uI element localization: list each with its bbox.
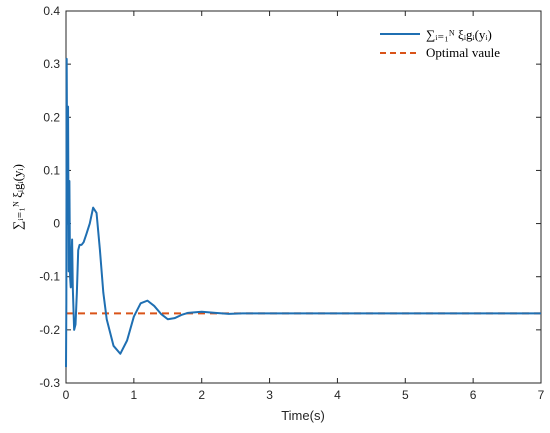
x-tick-label: 0 xyxy=(63,388,70,402)
x-tick-label: 1 xyxy=(131,388,138,402)
y-tick-label: 0.2 xyxy=(43,110,60,124)
legend: ∑ᵢ₌₁ᴺ ξᵢgᵢ(yᵢ) Optimal vaule xyxy=(376,18,534,64)
legend-box xyxy=(376,18,534,64)
x-axis-label: Time(s) xyxy=(281,408,325,423)
series-line-primary xyxy=(65,57,541,368)
x-tick-label: 7 xyxy=(538,388,545,402)
x-tick-label: 2 xyxy=(198,388,205,402)
y-tick-label: -0.2 xyxy=(39,323,60,337)
ticks-layer: 0 1 2 3 4 5 6 7 -0.3 -0.2 -0.1 0 0.1 0.2 0.3 0.4 xyxy=(39,4,544,402)
y-tick-label: 0.3 xyxy=(43,57,60,71)
legend-label-optimal: Optimal vaule xyxy=(426,45,500,60)
y-tick-label: 0.1 xyxy=(43,163,60,177)
x-tick-label: 6 xyxy=(470,388,477,402)
y-axis-label: ∑ᵢ₌₁ᴺ ξᵢgᵢ(yᵢ) xyxy=(10,164,25,230)
plot-area xyxy=(65,10,542,384)
x-tick-label: 4 xyxy=(334,388,341,402)
x-tick-label: 3 xyxy=(266,388,273,402)
series-layer xyxy=(65,57,541,368)
y-tick-label: 0.4 xyxy=(43,4,60,18)
y-tick-label: -0.1 xyxy=(39,270,60,284)
y-tick-label: -0.3 xyxy=(39,376,60,390)
x-tick-label: 5 xyxy=(402,388,409,402)
legend-label-primary: ∑ᵢ₌₁ᴺ ξᵢgᵢ(yᵢ) xyxy=(426,27,492,42)
y-tick-label: 0 xyxy=(53,217,60,231)
